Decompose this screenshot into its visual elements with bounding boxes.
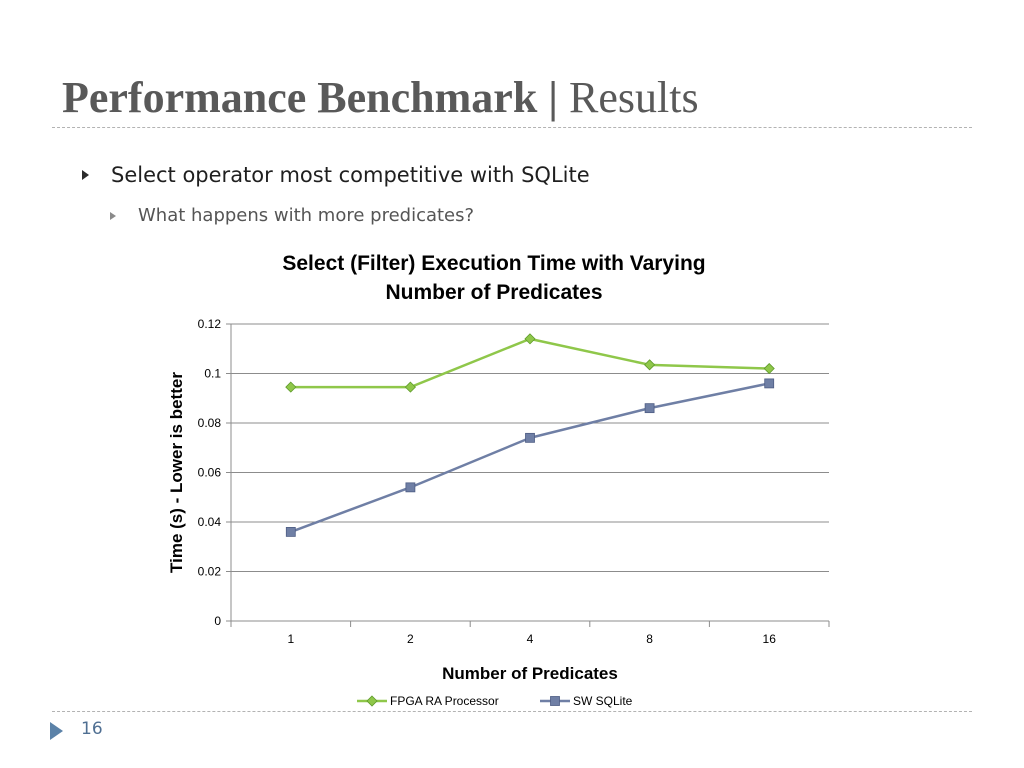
data-point-2 <box>525 432 535 443</box>
x-tick-label: 4 <box>527 632 534 646</box>
page-number: 16 <box>81 719 103 739</box>
x-tick-label: 2 <box>407 632 414 646</box>
slide-title: Performance Benchmark | Results <box>62 70 699 126</box>
footer-arrow-icon <box>50 722 63 740</box>
y-tick-label: 0.1 <box>204 367 221 381</box>
data-point-2 <box>764 378 775 389</box>
y-tick-label: 0.06 <box>198 466 222 480</box>
legend-label: FPGA RA Processor <box>390 694 499 708</box>
x-tick-label: 1 <box>287 632 294 646</box>
title-divider <box>52 127 972 128</box>
slide-title-sub: Results <box>569 73 699 122</box>
x-axis-title: Number of Predicates <box>442 664 618 683</box>
series-line-2 <box>290 382 770 534</box>
chart-title-line2: Number of Predicates <box>385 281 603 304</box>
bullet-arrow-icon <box>82 170 89 180</box>
chart-title-line1: Select (Filter) Execution Time with Vary… <box>282 252 706 275</box>
bullet-item: Select operator most competitive with SQ… <box>82 163 590 187</box>
slide-title-main: Performance Benchmark | <box>62 73 558 122</box>
legend-marker <box>366 695 378 707</box>
data-point-1 <box>524 333 536 345</box>
data-point-1 <box>404 381 416 393</box>
y-tick-label: 0 <box>214 614 221 628</box>
data-point-1 <box>644 359 656 371</box>
y-axis-title: Time (s) - Lower is better <box>167 372 186 573</box>
y-tick-label: 0.08 <box>198 416 222 430</box>
legend-marker <box>550 696 560 706</box>
data-point-2 <box>405 482 416 493</box>
data-point-1 <box>285 381 297 393</box>
y-tick-label: 0.12 <box>198 317 222 331</box>
legend-label: SW SQLite <box>573 694 633 708</box>
data-point-2 <box>644 403 655 414</box>
y-tick-label: 0.04 <box>198 515 222 529</box>
x-tick-label: 8 <box>646 632 653 646</box>
data-point-1 <box>763 362 775 375</box>
bullet-text: Select operator most competitive with SQ… <box>111 163 590 187</box>
sub-bullet-item: What happens with more predicates? <box>110 205 474 226</box>
sub-bullet-text: What happens with more predicates? <box>138 205 475 226</box>
y-tick-label: 0.02 <box>198 565 222 579</box>
series-line-1 <box>290 337 770 389</box>
footer-divider <box>52 711 972 712</box>
x-tick-label: 16 <box>763 632 777 646</box>
data-point-2 <box>285 527 296 537</box>
sub-bullet-arrow-icon <box>110 211 116 220</box>
